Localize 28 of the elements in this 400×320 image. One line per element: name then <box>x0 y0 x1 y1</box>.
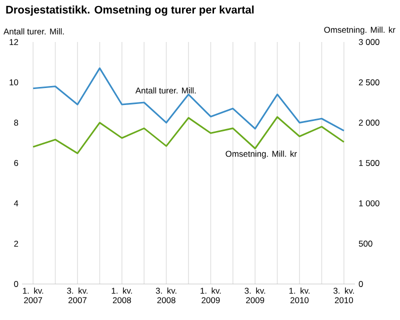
y-tick-label: 2 <box>14 240 18 247</box>
x-tick-label: 3. kv. 2010 <box>333 288 354 304</box>
y-axis-title: Antall turer. Mill. <box>4 28 64 34</box>
line-series <box>32 67 345 132</box>
series-label: Omsetning. Mill. kr <box>226 150 297 158</box>
y-tick-label: 6 <box>14 160 18 166</box>
y-tick-label: 12 <box>10 39 18 45</box>
y2-tick-label: 2 000 <box>358 120 380 126</box>
x-tick-label: 3. kv. 2007 <box>67 288 88 304</box>
series-label: Antall turer. Mill. <box>135 87 196 94</box>
y-tick-label: 0 <box>14 281 18 287</box>
y-tick-label: 8 <box>14 120 18 126</box>
chart-title: Drosjestatistikk. Omsetning og turer per kvartal <box>6 6 254 16</box>
y-tick-label: 4 <box>14 200 18 206</box>
x-tick-label: 3. kv. 2009 <box>244 288 266 304</box>
x-tick-label: 1. kv. 2010 <box>289 288 310 304</box>
y2-axis-title: Omsetning. Mill. kr <box>324 26 396 34</box>
y2-tick-label: 1 000 <box>359 200 380 206</box>
y2-tick-label: 3 000 <box>358 39 380 45</box>
y2-tick-label: 2 500 <box>358 79 380 86</box>
y-tick-label: 10 <box>10 79 18 86</box>
y2-tick-label: 1 500 <box>359 160 380 166</box>
x-tick-label: 1. kv. 2009 <box>200 288 221 304</box>
x-tick-label: 3. kv. 2008 <box>156 288 176 304</box>
y2-tick-label: 0 <box>358 281 363 287</box>
x-tick-label: 1. kv. 2007 <box>22 288 44 304</box>
y2-tick-label: 500 <box>358 240 372 247</box>
x-tick-label: 1. kv. 2008 <box>112 288 132 304</box>
